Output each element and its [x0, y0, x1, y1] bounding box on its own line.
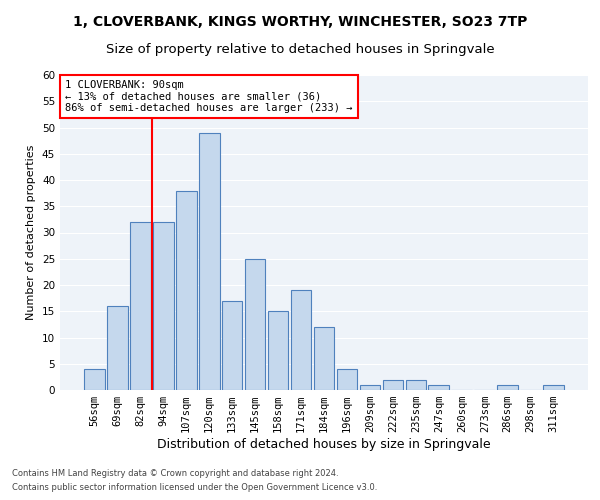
- Bar: [337, 369, 358, 390]
- Text: 1, CLOVERBANK, KINGS WORTHY, WINCHESTER, SO23 7TP: 1, CLOVERBANK, KINGS WORTHY, WINCHESTER,…: [73, 15, 527, 29]
- Bar: [544, 385, 564, 390]
- X-axis label: Distribution of detached houses by size in Springvale: Distribution of detached houses by size …: [157, 438, 491, 451]
- Bar: [199, 132, 220, 390]
- Bar: [290, 290, 311, 390]
- Bar: [107, 306, 128, 390]
- Bar: [268, 311, 289, 390]
- Bar: [497, 385, 518, 390]
- Bar: [153, 222, 173, 390]
- Bar: [130, 222, 151, 390]
- Text: 1 CLOVERBANK: 90sqm
← 13% of detached houses are smaller (36)
86% of semi-detach: 1 CLOVERBANK: 90sqm ← 13% of detached ho…: [65, 80, 353, 113]
- Bar: [176, 190, 197, 390]
- Y-axis label: Number of detached properties: Number of detached properties: [26, 145, 37, 320]
- Bar: [359, 385, 380, 390]
- Bar: [406, 380, 426, 390]
- Bar: [383, 380, 403, 390]
- Bar: [428, 385, 449, 390]
- Bar: [314, 327, 334, 390]
- Bar: [84, 369, 104, 390]
- Text: Contains public sector information licensed under the Open Government Licence v3: Contains public sector information licen…: [12, 484, 377, 492]
- Bar: [245, 259, 265, 390]
- Text: Contains HM Land Registry data © Crown copyright and database right 2024.: Contains HM Land Registry data © Crown c…: [12, 468, 338, 477]
- Bar: [222, 300, 242, 390]
- Text: Size of property relative to detached houses in Springvale: Size of property relative to detached ho…: [106, 42, 494, 56]
